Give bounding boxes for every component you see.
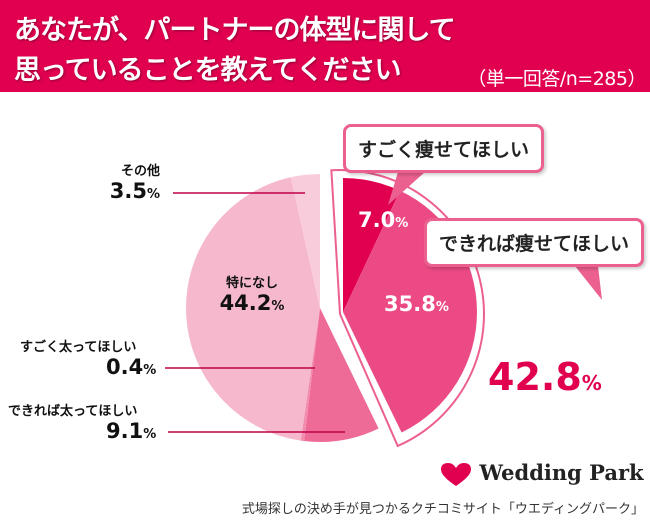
unit: %	[143, 363, 157, 378]
label-value: 44.2	[219, 291, 272, 315]
label-value: 7.0	[358, 208, 396, 232]
unit: %	[581, 371, 602, 395]
title-line2: 思っていることを教えてください	[14, 55, 401, 86]
heart-icon	[441, 462, 471, 486]
pie-slice	[343, 178, 401, 312]
label-name: すごく太ってほしい	[20, 340, 137, 355]
pie-slice	[186, 177, 320, 441]
label-sugoku-futo: すごく太ってほしい 0.4%	[20, 336, 160, 379]
unit: %	[146, 187, 160, 202]
title-line1: あなたが、パートナーの体型に関して	[14, 15, 456, 46]
total-exploded: 42.8%	[488, 355, 602, 399]
subtitle: （単一回答/n=285）	[467, 68, 646, 90]
callout-tail	[388, 172, 425, 205]
label-tokuni: 特になし 44.2%	[212, 272, 292, 315]
label-value: 35.8	[384, 292, 436, 316]
unit: %	[143, 427, 157, 442]
value-dekireba-yase: 35.8%	[384, 292, 449, 316]
unit: %	[395, 216, 409, 231]
label-name: できれば太ってほしい	[8, 404, 138, 419]
value-sugoku-yase: 7.0%	[358, 208, 408, 232]
label-value: 9.1	[106, 419, 144, 443]
total-value: 42.8	[488, 355, 582, 399]
logo: Wedding Park	[440, 458, 644, 488]
callout-sugoku-yase: すごく痩せてほしい	[343, 124, 545, 173]
footer-caption: 式場探しの決め手が見つかるクチコミサイト「ウエディングパーク」	[241, 502, 644, 517]
logo-text: Wedding Park	[479, 460, 644, 485]
label-name: その他	[120, 164, 160, 179]
pie-slice	[300, 308, 320, 442]
label-value: 3.5	[109, 179, 147, 203]
unit: %	[271, 299, 285, 314]
pie-slice	[290, 174, 320, 308]
callout-dekireba-yase: できれば痩せてほしい	[424, 218, 645, 267]
header-band: あなたが、パートナーの体型に関して 思っていることを教えてください （単一回答/…	[0, 0, 650, 92]
label-name: 特になし	[225, 276, 278, 291]
pie-slice	[304, 308, 379, 442]
label-value: 0.4	[106, 355, 144, 379]
unit: %	[435, 300, 449, 315]
label-dekireba-futo: できれば太ってほしい 9.1%	[8, 400, 168, 443]
callout-tail	[575, 266, 602, 300]
label-sonota: その他 3.5%	[80, 160, 160, 203]
